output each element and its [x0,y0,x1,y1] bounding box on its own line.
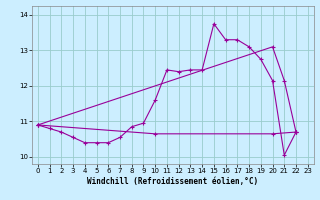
X-axis label: Windchill (Refroidissement éolien,°C): Windchill (Refroidissement éolien,°C) [87,177,258,186]
